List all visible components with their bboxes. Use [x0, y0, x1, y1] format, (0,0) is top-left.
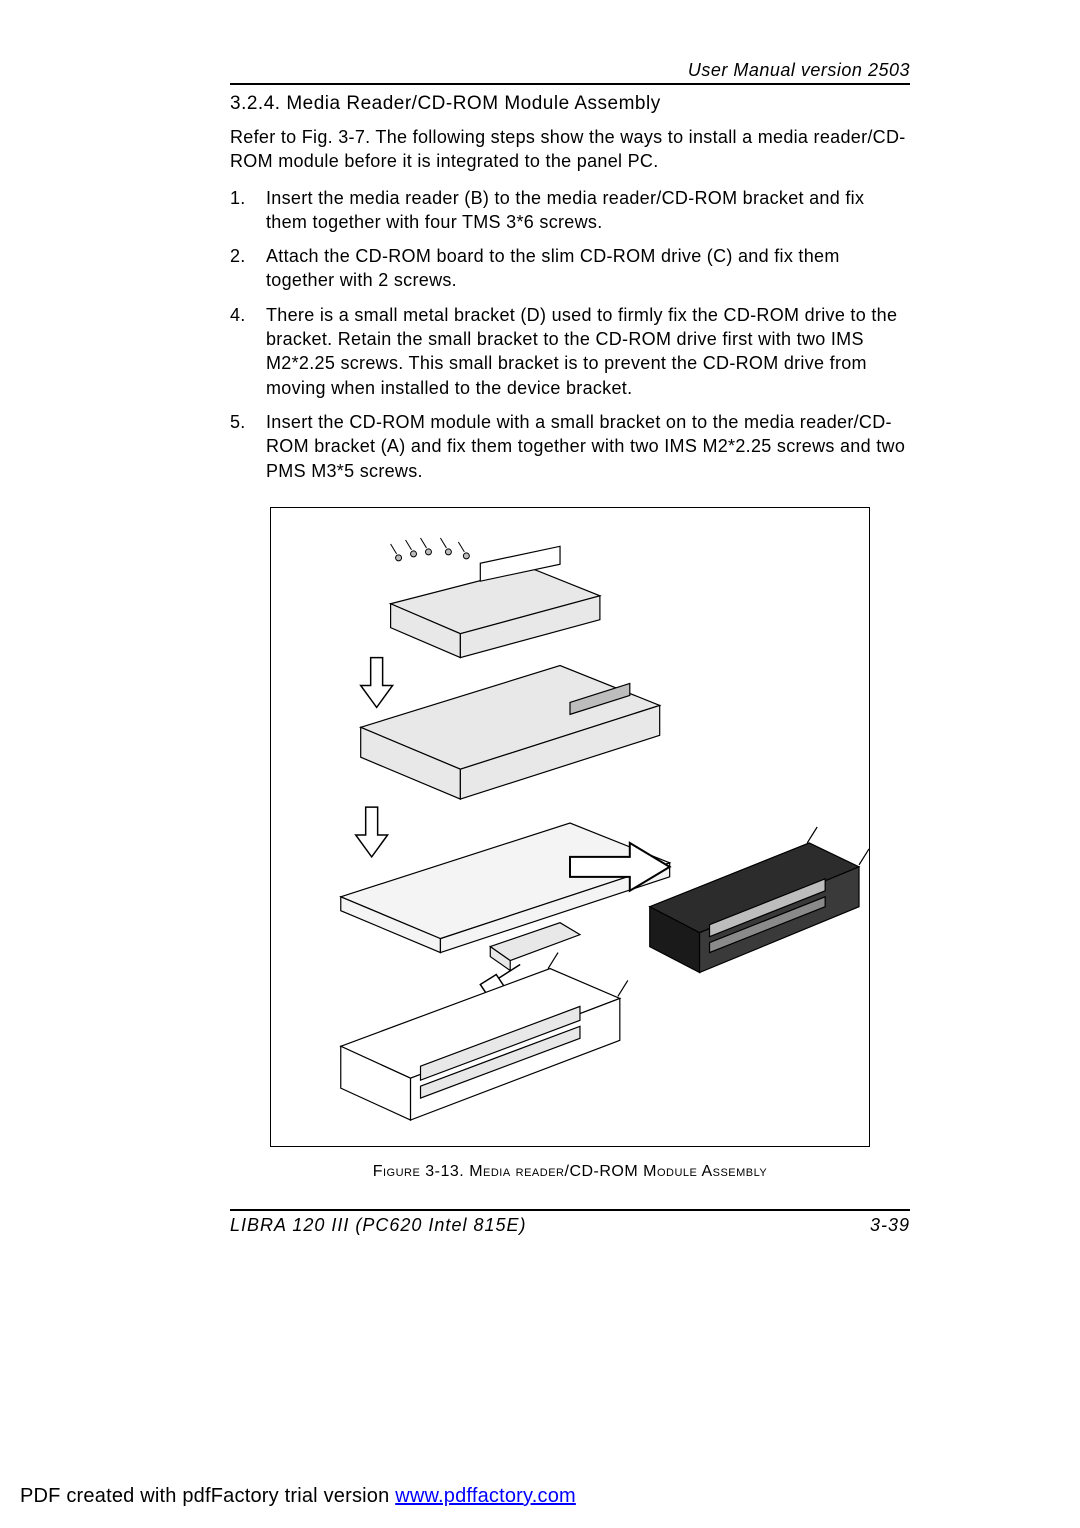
step-number: 2. — [230, 244, 246, 268]
step-text: Attach the CD-ROM board to the slim CD-R… — [266, 246, 840, 290]
caption-cd: CD-ROM — [569, 1163, 643, 1180]
step-number: 4. — [230, 303, 246, 327]
step-number: 1. — [230, 186, 246, 210]
section-heading: 3.2.4. Media Reader/CD-ROM Module Assemb… — [230, 93, 910, 115]
list-item: 2. Attach the CD-ROM board to the slim C… — [230, 244, 910, 293]
page-header: User Manual version 2503 — [230, 60, 910, 85]
steps-list: 1. Insert the media reader (B) to the me… — [230, 186, 910, 483]
page-footer: LIBRA 120 III (PC620 Intel 815E) 3-39 — [230, 1209, 910, 1236]
pdf-footer-prefix: PDF created with pdfFactory trial versio… — [20, 1485, 395, 1507]
pdf-generator-footer: PDF created with pdfFactory trial versio… — [20, 1485, 576, 1508]
step-text: Insert the CD-ROM module with a small br… — [266, 412, 905, 481]
step-number: 5. — [230, 410, 246, 434]
figure-illustration — [270, 507, 870, 1147]
step-text: Insert the media reader (B) to the media… — [266, 188, 864, 232]
pdf-footer-link[interactable]: www.pdffactory.com — [395, 1485, 576, 1507]
footer-right: 3-39 — [870, 1215, 910, 1236]
caption-middle: Media reader/ — [469, 1163, 569, 1180]
list-item: 1. Insert the media reader (B) to the me… — [230, 186, 910, 235]
list-item: 4. There is a small metal bracket (D) us… — [230, 303, 910, 400]
figure-caption: Figure 3-13. Media reader/CD-ROM Module … — [230, 1163, 910, 1181]
step-text: There is a small metal bracket (D) used … — [266, 305, 897, 398]
footer-left: LIBRA 120 III (PC620 Intel 815E) — [230, 1215, 526, 1236]
caption-prefix: Figure 3-13. — [373, 1163, 465, 1180]
intro-paragraph: Refer to Fig. 3-7. The following steps s… — [230, 125, 910, 174]
list-item: 5. Insert the CD-ROM module with a small… — [230, 410, 910, 483]
caption-end: Module Assembly — [643, 1163, 767, 1180]
